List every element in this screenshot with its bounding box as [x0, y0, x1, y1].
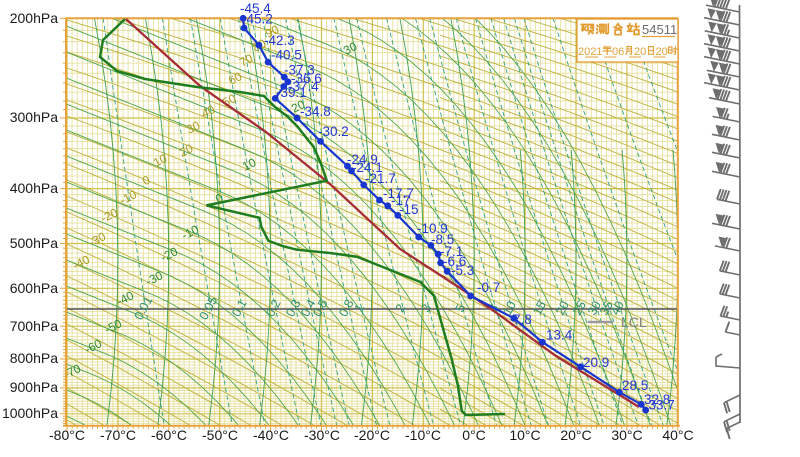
svg-text:-30°C: -30°C	[304, 427, 340, 443]
svg-text:13.4: 13.4	[546, 328, 573, 343]
svg-text:10°C: 10°C	[509, 427, 540, 443]
svg-text:700hPa: 700hPa	[10, 318, 58, 334]
svg-text:LCL: LCL	[621, 314, 647, 330]
svg-text:20: 20	[177, 141, 196, 160]
svg-text:15: 15	[530, 299, 549, 318]
svg-text:32.8: 32.8	[644, 392, 670, 407]
svg-text:28.5: 28.5	[622, 378, 648, 393]
svg-text:-6.6: -6.6	[443, 254, 466, 269]
svg-text:-37.4: -37.4	[288, 79, 319, 94]
svg-text:200hPa: 200hPa	[10, 10, 58, 26]
svg-text:25: 25	[570, 299, 589, 318]
svg-text:300hPa: 300hPa	[10, 109, 58, 125]
svg-text:-24.1: -24.1	[352, 160, 383, 175]
svg-text:20: 20	[553, 299, 572, 318]
svg-text:40: 40	[199, 102, 218, 121]
svg-text:-39.1: -39.1	[276, 85, 307, 100]
svg-text:-10°C: -10°C	[405, 427, 441, 443]
svg-text:-34.8: -34.8	[300, 104, 331, 119]
svg-text:2021: 2021	[578, 46, 602, 58]
svg-text:-15: -15	[399, 202, 419, 217]
svg-text:30: 30	[585, 299, 604, 318]
svg-text:90: 90	[263, 22, 282, 41]
svg-text:0°C: 0°C	[462, 427, 486, 443]
svg-text:06: 06	[612, 46, 624, 58]
svg-text:-50°C: -50°C	[202, 427, 238, 443]
svg-text:20: 20	[656, 46, 668, 58]
svg-text:-24.9: -24.9	[347, 152, 378, 167]
svg-text:35: 35	[597, 299, 616, 318]
svg-text:40°C: 40°C	[662, 427, 693, 443]
svg-text:33.7: 33.7	[649, 398, 675, 413]
svg-text:30°C: 30°C	[611, 427, 642, 443]
svg-text:400hPa: 400hPa	[10, 180, 58, 196]
svg-text:7.8: 7.8	[513, 312, 532, 327]
svg-text:600hPa: 600hPa	[10, 280, 58, 296]
svg-text:-5.3: -5.3	[451, 263, 474, 278]
svg-text:50: 50	[220, 91, 239, 110]
svg-text:-42.3: -42.3	[264, 33, 295, 48]
svg-text:900hPa: 900hPa	[10, 379, 58, 395]
svg-text:20.9: 20.9	[583, 355, 609, 370]
svg-text:70: 70	[237, 51, 256, 70]
svg-text:-0.7: -0.7	[477, 280, 500, 295]
svg-text:-60°C: -60°C	[151, 427, 187, 443]
svg-text:-30.2: -30.2	[318, 124, 349, 139]
svg-text:-80°C: -80°C	[49, 427, 85, 443]
svg-text:-10.9: -10.9	[417, 221, 448, 236]
svg-text:10: 10	[240, 155, 259, 174]
svg-text:-8.5: -8.5	[431, 232, 454, 247]
svg-text:-45.2: -45.2	[242, 12, 273, 27]
svg-text:54511: 54511	[642, 22, 677, 37]
svg-text:20°C: 20°C	[560, 427, 591, 443]
svg-text:500hPa: 500hPa	[10, 235, 58, 251]
svg-text:1000hPa: 1000hPa	[2, 405, 58, 421]
svg-text:800hPa: 800hPa	[10, 350, 58, 366]
svg-text:-36.6: -36.6	[291, 71, 322, 86]
svg-text:-17: -17	[391, 193, 411, 208]
svg-text:20: 20	[634, 46, 646, 58]
svg-text:-45.4: -45.4	[240, 1, 271, 16]
svg-text:-40°C: -40°C	[253, 427, 289, 443]
svg-text:10: 10	[151, 151, 170, 170]
svg-text:-7.1: -7.1	[440, 244, 463, 259]
svg-text:30: 30	[341, 39, 360, 58]
svg-text:-17.7: -17.7	[383, 186, 414, 201]
svg-text:60: 60	[226, 69, 245, 88]
svg-text:30: 30	[184, 118, 203, 137]
svg-text:20: 20	[289, 97, 308, 116]
svg-text:-40.5: -40.5	[271, 48, 302, 63]
svg-text:-20°C: -20°C	[354, 427, 390, 443]
svg-text:40: 40	[608, 299, 627, 318]
svg-text:-21.7: -21.7	[365, 171, 396, 186]
svg-text:-70°C: -70°C	[100, 427, 136, 443]
svg-text:-37.3: -37.3	[284, 63, 315, 78]
